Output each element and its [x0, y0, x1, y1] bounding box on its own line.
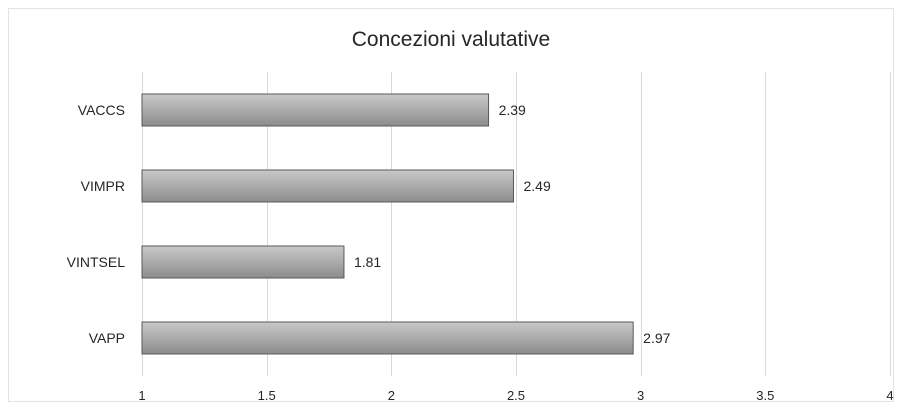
data-label: 1.81 [354, 254, 381, 270]
category-label: VACCS [78, 102, 125, 118]
x-tick-label: 1.5 [258, 388, 276, 403]
category-label: VIMPR [81, 178, 125, 194]
bar [141, 93, 490, 127]
data-label: 2.97 [643, 330, 670, 346]
chart-title: Concezioni valutative [351, 28, 551, 51]
x-tick-label: 4 [886, 388, 893, 403]
x-tick-label: 3 [637, 388, 644, 403]
x-tick-label: 2 [388, 388, 395, 403]
bars [141, 93, 634, 355]
data-label: 2.49 [524, 178, 551, 194]
bar [141, 169, 515, 203]
bar [141, 245, 345, 279]
x-tick-label: 1 [138, 388, 145, 403]
x-tick-label: 2.5 [507, 388, 525, 403]
category-label: VINTSEL [67, 254, 126, 270]
bar [141, 321, 634, 355]
data-label: 2.39 [499, 102, 526, 118]
category-label: VAPP [89, 330, 125, 346]
x-tick-label: 3.5 [756, 388, 774, 403]
labels: 1 1.5 2 2.5 3 3.5 4 VACCS 2.39 VIMPR 2.49 VINTSEL 1.… [67, 102, 894, 403]
